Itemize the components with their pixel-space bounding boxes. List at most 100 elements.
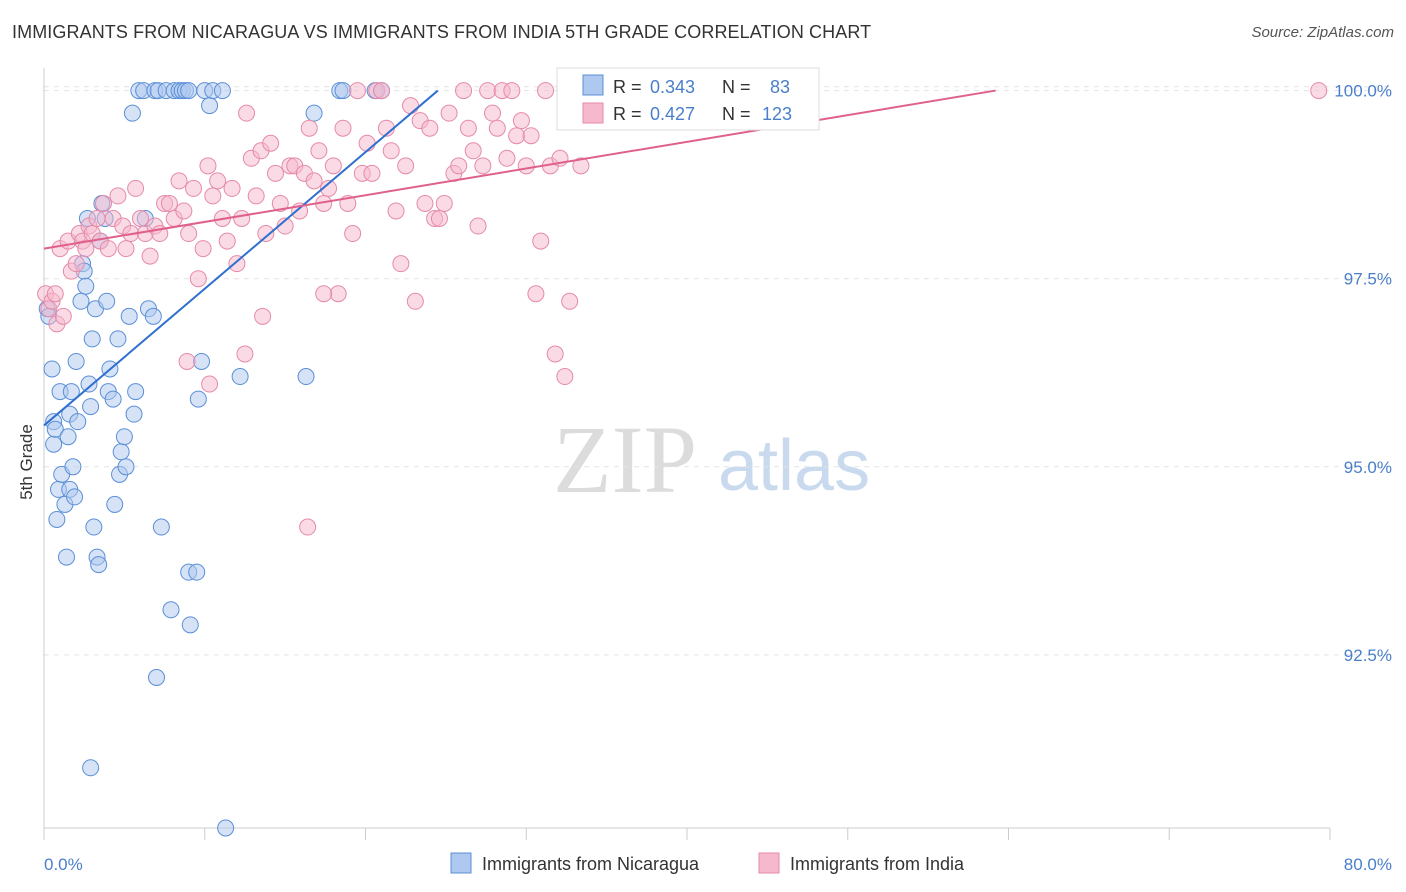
point-india [392,255,410,273]
point-india [373,82,391,100]
point-nicaragua [82,398,100,416]
stats-r-label-2: R = [613,104,642,124]
x-ticks [43,828,1331,840]
point-india [46,285,64,303]
point-india [315,285,333,303]
point-india [348,82,366,100]
watermark-zip: ZIP [553,406,697,513]
point-nicaragua [213,82,231,100]
point-nicaragua [43,360,61,378]
point-nicaragua [305,104,323,122]
point-india [512,112,530,130]
point-india [310,142,328,160]
point-nicaragua [115,428,133,446]
point-india [382,142,400,160]
point-nicaragua [85,518,103,536]
point-nicaragua [148,669,166,687]
point-nicaragua [83,330,101,348]
point-india [406,292,424,310]
source-label: Source: ZipAtlas.com [1251,24,1394,41]
point-nicaragua [188,563,206,581]
point-india [430,209,448,227]
point-india [228,255,246,273]
point-india [305,172,323,190]
point-india [421,119,439,137]
trend-lines [43,89,996,427]
point-nicaragua [144,307,162,325]
y-axis-title: 5th Grade [17,424,36,500]
point-nicaragua [62,383,80,401]
legend-swatch-india [758,852,780,874]
point-india [299,518,317,536]
point-india [479,82,497,100]
point-nicaragua [125,405,143,423]
point-india [94,194,112,212]
point-nicaragua [72,292,90,310]
y-tick-label: 97.5% [1344,270,1392,289]
point-india [257,225,275,243]
y-tick-label: 100.0% [1334,82,1392,101]
point-india [324,157,342,175]
stats-n-value-2: 123 [762,104,792,124]
point-india [88,209,106,227]
point-nicaragua [82,759,100,777]
point-india [141,247,159,265]
point-nicaragua [67,352,85,370]
point-india [218,232,236,250]
point-india [236,345,254,363]
stats-r-value-2: 0.427 [650,104,695,124]
point-india [455,82,473,100]
legend-label-india: Immigrants from India [790,854,965,874]
point-nicaragua [334,82,352,100]
point-india [109,187,127,205]
point-india [238,104,256,122]
point-nicaragua [180,82,198,100]
point-india [117,240,135,258]
point-india [170,172,188,190]
point-india [397,157,415,175]
stats-n-value-1: 83 [770,77,790,97]
point-nicaragua [193,352,211,370]
x-tick-label-max: 80.0% [1344,855,1392,874]
point-nicaragua [109,330,127,348]
stats-n-label-2: N = [722,104,751,124]
point-india [450,157,468,175]
point-india [561,292,579,310]
trend-line-nicaragua [43,89,439,427]
point-india [532,232,550,250]
point-nicaragua [189,390,207,408]
point-nicaragua [162,601,180,619]
point-nicaragua [104,390,122,408]
point-india [266,164,284,182]
point-india [201,375,219,393]
point-india [189,270,207,288]
point-nicaragua [69,413,87,431]
point-india [416,194,434,212]
point-india [358,134,376,152]
point-india [329,285,347,303]
legend-label-nicaragua: Immigrants from Nicaragua [482,854,700,874]
point-india [508,127,526,145]
point-nicaragua [106,495,124,513]
stats-r-value-1: 0.343 [650,77,695,97]
point-india [546,345,564,363]
point-india [271,194,289,212]
point-nicaragua [120,307,138,325]
point-nicaragua [98,292,116,310]
point-nicaragua [297,368,315,386]
point-nicaragua [231,368,249,386]
point-india [204,187,222,205]
point-india [194,240,212,258]
point-nicaragua [181,616,199,634]
point-nicaragua [59,428,77,446]
series-india-points [37,82,1328,536]
point-india [556,368,574,386]
point-nicaragua [152,518,170,536]
point-india [300,119,318,137]
point-india [537,82,555,100]
point-india [233,209,251,227]
stats-n-label-1: N = [722,77,751,97]
point-nicaragua [112,443,130,461]
point-nicaragua [201,97,219,115]
point-india [435,194,453,212]
